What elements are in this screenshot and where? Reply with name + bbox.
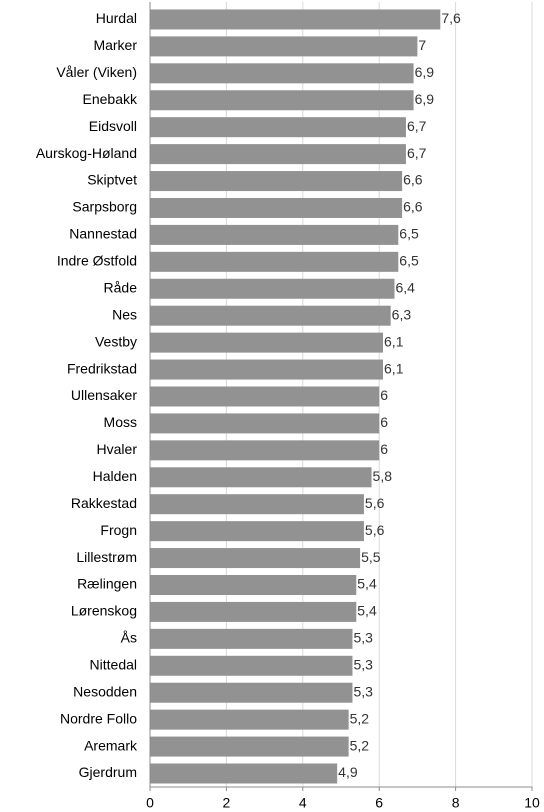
value-label-23: 5,3 bbox=[353, 630, 373, 646]
category-label-5: Aurskog-Høland bbox=[36, 145, 137, 161]
bar-10 bbox=[150, 279, 394, 299]
bar-17 bbox=[150, 467, 372, 487]
bar-16 bbox=[150, 440, 379, 460]
category-label-25: Nesodden bbox=[73, 683, 137, 699]
category-label-28: Gjerdrum bbox=[79, 764, 137, 780]
value-label-24: 5,3 bbox=[353, 656, 373, 672]
bar-6 bbox=[150, 171, 402, 191]
category-label-8: Nannestad bbox=[69, 226, 137, 242]
value-label-16: 6 bbox=[380, 441, 388, 457]
value-label-14: 6 bbox=[380, 387, 388, 403]
value-label-9: 6,5 bbox=[399, 253, 419, 269]
category-label-6: Skiptvet bbox=[87, 172, 137, 188]
category-label-23: Ås bbox=[121, 630, 137, 646]
category-label-13: Fredrikstad bbox=[67, 360, 137, 376]
x-tick-label-2: 2 bbox=[223, 795, 231, 811]
value-label-5: 6,7 bbox=[407, 145, 427, 161]
x-tick-label-6: 6 bbox=[375, 795, 383, 811]
category-label-11: Nes bbox=[112, 306, 137, 322]
value-label-18: 5,6 bbox=[365, 495, 385, 511]
category-label-21: Rælingen bbox=[77, 576, 137, 592]
value-label-19: 5,6 bbox=[365, 522, 385, 538]
value-label-20: 5,5 bbox=[361, 549, 381, 565]
value-label-15: 6 bbox=[380, 414, 388, 430]
bar-12 bbox=[150, 333, 383, 353]
value-label-2: 6,9 bbox=[415, 64, 435, 80]
bar-26 bbox=[150, 710, 349, 730]
value-label-13: 6,1 bbox=[384, 360, 404, 376]
bar-19 bbox=[150, 521, 364, 541]
value-label-6: 6,6 bbox=[403, 172, 423, 188]
category-label-14: Ullensaker bbox=[71, 387, 137, 403]
bar-2 bbox=[150, 63, 414, 83]
category-label-9: Indre Østfold bbox=[57, 253, 137, 269]
value-label-25: 5,3 bbox=[353, 683, 373, 699]
value-label-27: 5,2 bbox=[350, 737, 370, 753]
bar-18 bbox=[150, 494, 364, 514]
bar-15 bbox=[150, 413, 379, 433]
bar-24 bbox=[150, 656, 352, 676]
category-label-24: Nittedal bbox=[90, 656, 137, 672]
category-label-7: Sarpsborg bbox=[72, 199, 137, 215]
category-label-18: Rakkestad bbox=[71, 495, 137, 511]
value-label-22: 5,4 bbox=[357, 603, 377, 619]
bar-13 bbox=[150, 360, 383, 380]
bar-25 bbox=[150, 683, 352, 703]
bar-20 bbox=[150, 548, 360, 568]
x-tick-label-8: 8 bbox=[452, 795, 460, 811]
category-label-22: Lørenskog bbox=[71, 603, 137, 619]
bar-28 bbox=[150, 764, 337, 784]
bar-14 bbox=[150, 386, 379, 406]
value-label-12: 6,1 bbox=[384, 333, 404, 349]
x-tick-label-0: 0 bbox=[146, 795, 154, 811]
category-labels: Hurdal Marker Våler (Viken) Enebakk Eidsvoll… bbox=[36, 10, 138, 780]
bar-7 bbox=[150, 198, 402, 218]
value-label-11: 6,3 bbox=[392, 306, 412, 322]
category-label-26: Nordre Follo bbox=[60, 710, 137, 726]
value-label-10: 6,4 bbox=[395, 279, 415, 295]
bar-23 bbox=[150, 629, 352, 649]
value-label-7: 6,6 bbox=[403, 199, 423, 215]
category-label-15: Moss bbox=[104, 414, 137, 430]
x-tick-label-10: 10 bbox=[524, 795, 540, 811]
bars bbox=[150, 9, 440, 783]
bar-3 bbox=[150, 90, 414, 110]
value-label-17: 5,8 bbox=[373, 468, 393, 484]
bar-1 bbox=[150, 36, 417, 56]
category-label-10: Råde bbox=[104, 279, 138, 295]
bar-27 bbox=[150, 737, 349, 757]
value-label-28: 4,9 bbox=[338, 764, 358, 780]
value-label-4: 6,7 bbox=[407, 118, 427, 134]
bar-21 bbox=[150, 575, 356, 595]
bar-22 bbox=[150, 602, 356, 622]
category-label-17: Halden bbox=[93, 468, 137, 484]
bar-9 bbox=[150, 252, 398, 272]
x-tick-label-4: 4 bbox=[299, 795, 307, 811]
bar-8 bbox=[150, 225, 398, 245]
category-label-4: Eidsvoll bbox=[89, 118, 137, 134]
category-label-27: Aremark bbox=[84, 737, 138, 753]
category-label-3: Enebakk bbox=[83, 91, 138, 107]
category-label-0: Hurdal bbox=[96, 10, 137, 26]
category-label-16: Hvaler bbox=[97, 441, 138, 457]
category-label-12: Vestby bbox=[95, 333, 137, 349]
value-label-0: 7,6 bbox=[441, 10, 461, 26]
bar-5 bbox=[150, 144, 406, 164]
category-label-1: Marker bbox=[93, 37, 137, 53]
value-label-1: 7 bbox=[418, 37, 426, 53]
bar-0 bbox=[150, 9, 440, 29]
bar-11 bbox=[150, 306, 391, 326]
category-label-19: Frogn bbox=[100, 522, 137, 538]
value-label-21: 5,4 bbox=[357, 576, 377, 592]
bar-4 bbox=[150, 117, 406, 137]
value-label-3: 6,9 bbox=[415, 91, 435, 107]
value-label-8: 6,5 bbox=[399, 226, 419, 242]
value-label-26: 5,2 bbox=[350, 710, 370, 726]
category-label-20: Lillestrøm bbox=[76, 549, 137, 565]
category-label-2: Våler (Viken) bbox=[56, 64, 137, 80]
